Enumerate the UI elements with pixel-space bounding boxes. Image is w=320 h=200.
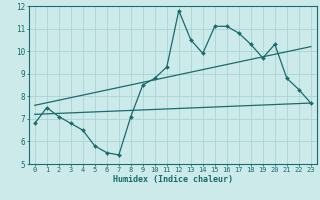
X-axis label: Humidex (Indice chaleur): Humidex (Indice chaleur)	[113, 175, 233, 184]
